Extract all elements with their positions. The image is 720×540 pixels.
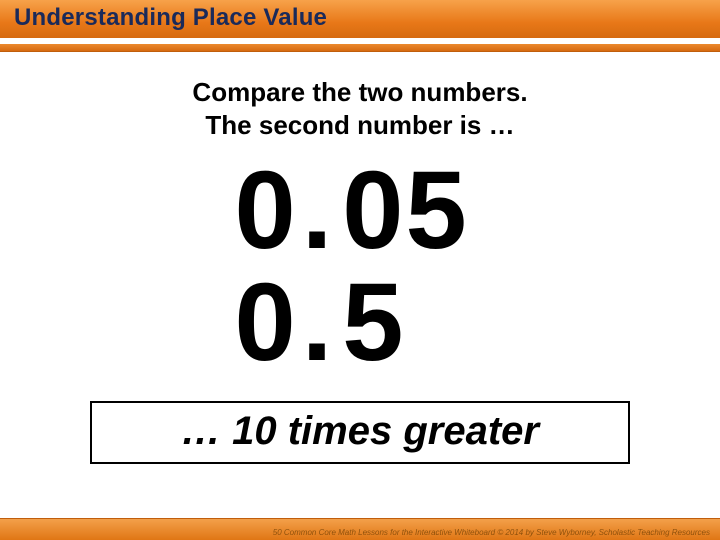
- numbers-block: 0 . 05 0 . 5: [0, 155, 720, 379]
- content-area: Compare the two numbers. The second numb…: [0, 70, 720, 464]
- prompt-line1: Compare the two numbers.: [192, 77, 527, 107]
- footer-bar: 50 Common Core Math Lessons for the Inte…: [0, 518, 720, 540]
- number-row-1: 0 . 05: [228, 155, 493, 267]
- header-bar: Understanding Place Value: [0, 0, 720, 56]
- header-bottom-stripe: [0, 44, 720, 52]
- answer-box: … 10 times greater: [90, 401, 630, 464]
- answer-text: … 10 times greater: [102, 409, 618, 454]
- number2-fraction: 5: [342, 267, 492, 379]
- prompt-text: Compare the two numbers. The second numb…: [0, 76, 720, 141]
- number1-integer: 0: [228, 155, 298, 267]
- number-row-2: 0 . 5: [228, 267, 493, 379]
- page-title: Understanding Place Value: [14, 4, 327, 32]
- number2-integer: 0: [228, 267, 298, 379]
- footer-copyright: 50 Common Core Math Lessons for the Inte…: [273, 528, 710, 537]
- prompt-line2: The second number is …: [205, 110, 514, 140]
- number2-dot: .: [298, 267, 343, 379]
- number1-dot: .: [298, 155, 343, 267]
- number1-fraction: 05: [342, 155, 492, 267]
